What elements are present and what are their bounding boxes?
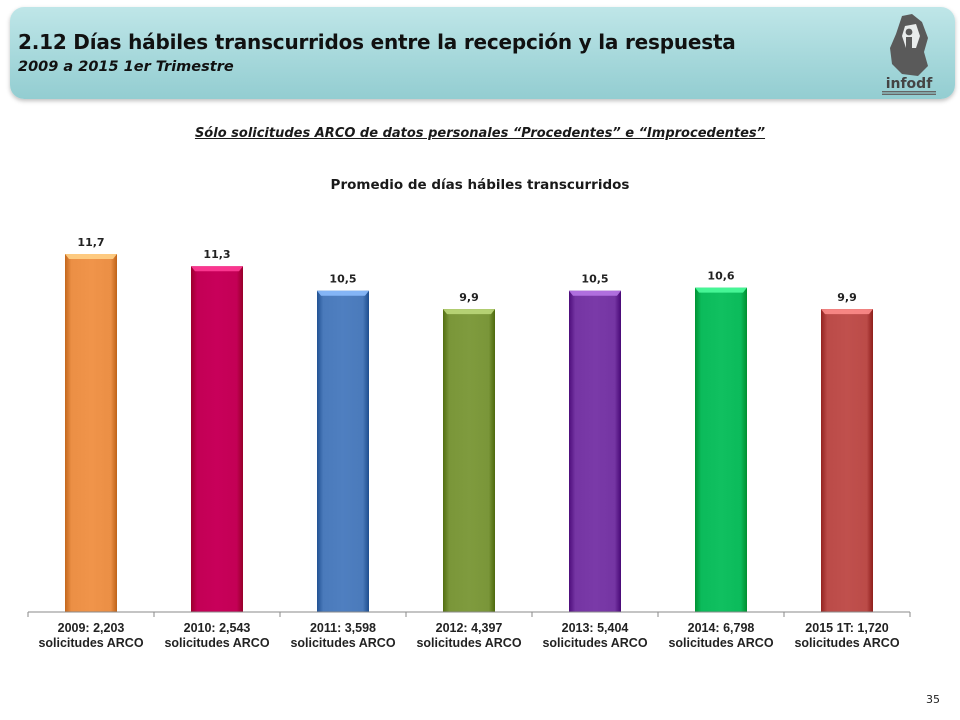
data-label: 10,5 bbox=[581, 273, 608, 286]
bar-rect bbox=[191, 266, 243, 612]
category-label: 2012: 4,397 bbox=[436, 621, 503, 635]
category-label: 2009: 2,203 bbox=[58, 621, 125, 635]
category-label: solicitudes ARCO bbox=[794, 636, 899, 650]
category-label: 2014: 6,798 bbox=[688, 621, 755, 635]
category-label: 2013: 5,404 bbox=[562, 621, 629, 635]
category-label: solicitudes ARCO bbox=[164, 636, 269, 650]
bar-6: 9,9 bbox=[821, 291, 873, 612]
category-label: solicitudes ARCO bbox=[38, 636, 143, 650]
bar-4: 10,5 bbox=[569, 273, 621, 612]
data-label: 11,3 bbox=[203, 248, 230, 261]
x-axis-ticks bbox=[27, 612, 911, 617]
logo-wordmark: infodf bbox=[886, 76, 933, 92]
data-label: 10,5 bbox=[329, 273, 356, 286]
bar-rect bbox=[569, 290, 621, 612]
data-label: 9,9 bbox=[837, 291, 857, 304]
bar-top-bevel bbox=[443, 309, 495, 315]
category-label: solicitudes ARCO bbox=[668, 636, 773, 650]
category-label: solicitudes ARCO bbox=[290, 636, 395, 650]
infodf-logo: infodf bbox=[882, 14, 936, 95]
bar-rect bbox=[317, 290, 369, 612]
bar-top-bevel bbox=[821, 309, 873, 315]
category-label: 2015 1T: 1,720 bbox=[805, 621, 888, 635]
page-subtitle: 2009 a 2015 1er Trimestre bbox=[18, 59, 234, 75]
category-label: solicitudes ARCO bbox=[542, 636, 647, 650]
data-label: 10,6 bbox=[707, 270, 734, 283]
data-label: 11,7 bbox=[77, 236, 104, 249]
category-label: 2011: 3,598 bbox=[310, 621, 376, 635]
bar-rect bbox=[443, 309, 495, 612]
bar-top-bevel bbox=[695, 287, 747, 293]
bar-top-bevel bbox=[191, 266, 243, 272]
bar-top-bevel bbox=[65, 254, 117, 259]
data-label: 9,9 bbox=[459, 291, 479, 304]
bar-rect bbox=[695, 287, 747, 612]
bar-rect bbox=[821, 309, 873, 612]
chart-note: Sólo solicitudes ARCO de datos personale… bbox=[194, 126, 766, 141]
page-number: 35 bbox=[926, 693, 940, 706]
page-title: 2.12 Días hábiles transcurridos entre la… bbox=[18, 30, 736, 54]
header-band bbox=[10, 7, 955, 99]
bar-rect bbox=[65, 254, 117, 612]
bars-layer: 11,7 11,3 10,5 9,9 10,5 10,6 9,9 bbox=[65, 236, 873, 612]
bar-top-bevel bbox=[317, 290, 369, 296]
category-label: solicitudes ARCO bbox=[416, 636, 521, 650]
bar-0: 11,7 bbox=[65, 236, 117, 612]
category-label: 2010: 2,543 bbox=[184, 621, 251, 635]
bar-5: 10,6 bbox=[695, 270, 747, 612]
bar-1: 11,3 bbox=[191, 248, 243, 612]
chart-title: Promedio de días hábiles transcurridos bbox=[330, 177, 630, 193]
bar-2: 10,5 bbox=[317, 273, 369, 612]
bar-3: 9,9 bbox=[443, 291, 495, 612]
bar-top-bevel bbox=[569, 290, 621, 296]
